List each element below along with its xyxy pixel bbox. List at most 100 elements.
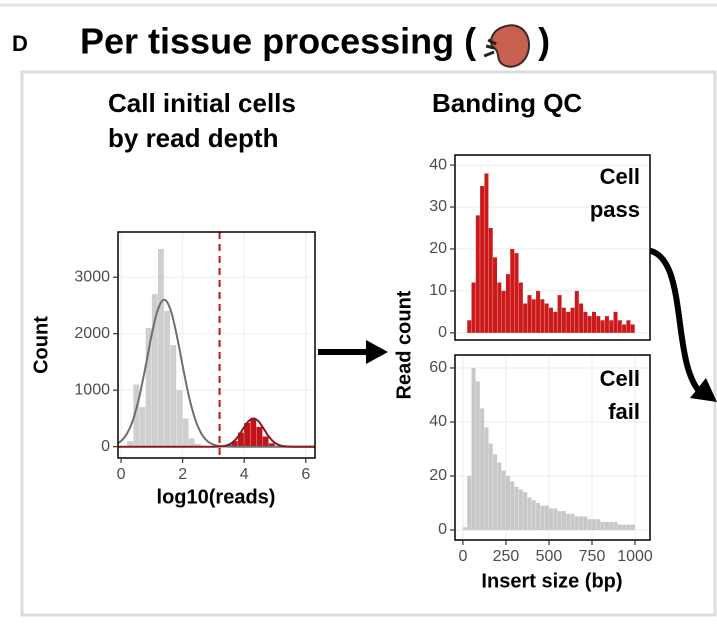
plot-border — [454, 154, 651, 341]
histogram-bar — [268, 443, 275, 447]
histogram-bar — [613, 521, 618, 531]
curved-arrow — [643, 247, 717, 402]
histogram-bar — [544, 303, 549, 333]
x-tick-label: 750 — [579, 548, 606, 565]
histogram-bar — [505, 475, 510, 531]
histogram-bar — [596, 519, 601, 531]
histogram-bar — [579, 516, 584, 531]
y-tick-label: 60 — [429, 359, 447, 376]
histogram-bar — [609, 320, 614, 333]
y-tick-label: 1000 — [74, 381, 110, 398]
x-tick-label: 1000 — [617, 548, 653, 565]
histogram-bar — [617, 524, 622, 531]
x-tick-label: 6 — [301, 466, 310, 483]
x-tick-label: 2 — [178, 466, 187, 483]
annotation: Cell — [600, 366, 640, 391]
histogram-bar — [557, 511, 562, 531]
histogram-bar — [493, 454, 498, 531]
x-tick-label: 500 — [536, 548, 563, 565]
histogram-bar — [527, 295, 532, 333]
histogram-bar — [566, 513, 571, 531]
y-tick-label: 40 — [429, 413, 447, 430]
annotation: Cell — [600, 164, 640, 189]
figure-title: Per tissue processing ( — [80, 21, 476, 62]
histogram-bar — [630, 524, 635, 531]
histogram-bar — [164, 311, 171, 447]
histogram-bar — [561, 511, 566, 531]
histogram-bar — [574, 290, 579, 333]
histogram-bar — [145, 328, 152, 447]
y-tick-label: 10 — [429, 282, 447, 299]
histogram-bar — [544, 505, 549, 531]
y-tick-label: 0 — [438, 521, 447, 538]
histogram-bar — [600, 320, 605, 333]
histogram-bar — [583, 516, 588, 531]
histogram-bar — [488, 443, 493, 531]
histogram-bar — [493, 257, 498, 333]
y-tick-label: 20 — [429, 467, 447, 484]
histogram-bar — [462, 527, 467, 531]
histogram-bar — [579, 303, 584, 333]
histogram-bar — [158, 248, 164, 447]
histogram-bar — [238, 432, 244, 447]
histogram-bar — [250, 418, 257, 447]
histogram-bar — [540, 505, 545, 531]
histogram-bar — [471, 367, 476, 531]
y-tick-label: 3000 — [74, 268, 110, 285]
histogram-bar — [518, 489, 523, 531]
histogram-bar — [548, 307, 553, 333]
histogram-bar — [548, 508, 553, 531]
histogram-bar — [256, 426, 263, 447]
histogram-bar — [133, 384, 140, 447]
chart-title: Banding QC — [432, 88, 582, 118]
histogram-bar — [262, 436, 269, 447]
histogram-bar — [151, 294, 158, 447]
histogram-bar — [613, 311, 618, 333]
histogram-bar — [501, 290, 506, 333]
histogram-bar — [244, 422, 251, 447]
histogram-bar — [527, 497, 532, 531]
histogram-bar — [182, 418, 189, 447]
histogram-bar — [600, 521, 605, 531]
histogram-bar — [194, 443, 201, 447]
histogram-bar — [557, 295, 562, 333]
histogram-bar — [609, 521, 614, 531]
histogram-bar — [510, 481, 515, 531]
y-tick-label: 20 — [429, 240, 447, 257]
y-tick-label: 0 — [438, 324, 447, 341]
x-tick-label: 4 — [240, 466, 249, 483]
histogram-bar — [626, 320, 631, 333]
histogram-bar — [574, 516, 579, 531]
x-tick-label: 0 — [117, 466, 126, 483]
histogram-bar — [553, 508, 558, 531]
histogram-bar — [591, 311, 597, 333]
y-axis-label: Count — [30, 316, 52, 374]
histogram-bar — [540, 299, 545, 333]
histogram-bar — [139, 407, 146, 447]
panel-frame — [20, 70, 717, 617]
histogram-bar — [497, 282, 502, 333]
arrow — [318, 340, 388, 364]
histogram-bar — [566, 311, 571, 333]
histogram-bar — [587, 519, 592, 531]
kidney-icon — [483, 24, 530, 68]
histogram-bar — [531, 500, 536, 531]
y-tick-label: 2000 — [74, 325, 110, 342]
histogram-bar — [467, 475, 472, 531]
histogram-bar — [630, 324, 635, 333]
histogram-bar — [622, 324, 627, 333]
histogram-bar — [467, 320, 472, 333]
histogram-bar — [604, 521, 609, 531]
histogram-bar — [553, 311, 558, 333]
y-tick-label: 40 — [429, 156, 447, 173]
histogram-bar — [514, 253, 519, 333]
histogram-bar — [514, 486, 519, 531]
histogram-bar — [501, 470, 506, 531]
x-axis-label: Insert size (bp) — [481, 570, 622, 592]
histogram-bar — [591, 519, 597, 531]
histogram-bar — [480, 186, 485, 333]
histogram-bar — [505, 274, 510, 333]
histogram-bar — [488, 227, 493, 333]
histogram-bar — [587, 316, 592, 333]
